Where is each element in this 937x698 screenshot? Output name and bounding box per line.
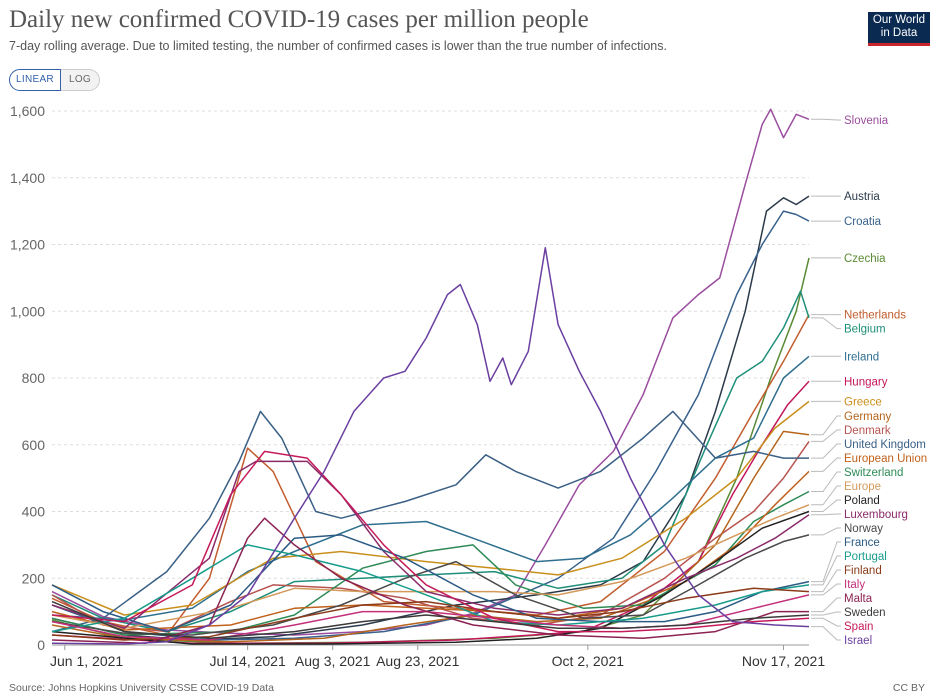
series-line-slovenia[interactable]: [51, 108, 810, 636]
label-connector: [811, 485, 841, 506]
label-connector: [811, 499, 841, 512]
series-label[interactable]: Germany: [844, 411, 892, 423]
series-label[interactable]: Luxembourg: [844, 509, 908, 521]
y-tick-label: 800: [22, 370, 46, 386]
y-tick-label: 1,000: [10, 303, 45, 319]
series-label[interactable]: Italy: [844, 579, 865, 591]
owid-logo[interactable]: Our World in Data: [868, 12, 930, 46]
series-label[interactable]: Europe: [844, 481, 881, 493]
series-label[interactable]: European Union: [844, 453, 927, 465]
y-tick-label: 400: [22, 504, 46, 520]
logo-line1: Our World: [872, 14, 926, 26]
series-line-italy[interactable]: [51, 594, 810, 641]
y-tick-label: 1,200: [10, 237, 45, 253]
chart-subtitle: 7-day rolling average. Due to limited te…: [9, 39, 667, 53]
series-label[interactable]: Switzerland: [844, 467, 903, 479]
label-connector: [811, 583, 841, 596]
series-label[interactable]: Hungary: [844, 376, 888, 388]
label-connector: [811, 597, 841, 613]
series-line-norway[interactable]: [51, 534, 810, 636]
license-link[interactable]: CC BY: [892, 682, 925, 694]
series-line-hungary[interactable]: [51, 380, 810, 645]
series-label[interactable]: Norway: [844, 523, 883, 535]
label-connector: [811, 415, 841, 436]
gridlines: [52, 110, 809, 646]
series-label[interactable]: Netherlands: [844, 310, 906, 322]
label-connector: [811, 569, 841, 593]
series-line-malta[interactable]: [51, 517, 809, 645]
series-label[interactable]: United Kingdom: [844, 439, 926, 451]
series-line-united-kingdom[interactable]: [51, 410, 809, 633]
x-tick-label: Aug 23, 2021: [376, 653, 460, 669]
logo-line2: in Data: [880, 27, 918, 39]
series-label[interactable]: Portugal: [844, 551, 887, 563]
series-label[interactable]: Ireland: [844, 351, 879, 363]
series-line-spain[interactable]: [51, 450, 810, 633]
x-tick-label: Aug 3, 2021: [295, 653, 371, 669]
series-lines: [51, 108, 810, 645]
series-label[interactable]: Denmark: [844, 425, 891, 437]
y-tick-label: 600: [22, 437, 46, 453]
x-tick-label: Jun 1, 2021: [50, 653, 123, 669]
series-labels: Slovenia Austria Croatia Czechia Netherlands…: [811, 115, 927, 647]
series-line-belgium[interactable]: [51, 290, 810, 633]
y-tick-label: 200: [22, 570, 46, 586]
log-scale-button[interactable]: LOG: [61, 69, 100, 91]
label-connector: [811, 118, 841, 121]
linear-scale-button[interactable]: LINEAR: [9, 69, 61, 91]
series-line-ireland[interactable]: [51, 355, 810, 621]
series-line-israel[interactable]: [51, 247, 810, 645]
label-connector: [811, 527, 841, 536]
y-tick-label: 1,400: [10, 170, 45, 186]
series-label[interactable]: Israel: [844, 635, 872, 647]
label-connector: [811, 555, 841, 586]
label-connector: [811, 626, 841, 641]
series-line-greece[interactable]: [51, 400, 810, 616]
series-label[interactable]: Slovenia: [844, 115, 889, 127]
label-connector: [811, 513, 841, 516]
series-label[interactable]: Malta: [844, 593, 873, 605]
series-label[interactable]: Poland: [844, 495, 880, 507]
series-line-poland[interactable]: [51, 510, 810, 645]
x-tick-label: Oct 2, 2021: [552, 653, 625, 669]
series-line-croatia[interactable]: [51, 210, 810, 641]
label-connector: [811, 471, 841, 492]
series-label[interactable]: Sweden: [844, 607, 886, 619]
label-connector: [811, 317, 841, 330]
series-line-luxembourg[interactable]: [51, 460, 810, 630]
series-line-austria[interactable]: [51, 195, 810, 641]
y-axis-ticks: 0 200 400 600 800 1,000 1,200 1,400 1,600: [10, 103, 45, 653]
label-connector: [811, 541, 841, 583]
source-note: Source: Johns Hopkins University CSSE CO…: [9, 682, 274, 694]
series-line-czechia[interactable]: [51, 257, 810, 645]
series-label[interactable]: Greece: [844, 396, 882, 408]
y-tick-label: 0: [37, 637, 45, 653]
series-label[interactable]: Spain: [844, 621, 873, 633]
label-connector: [811, 617, 841, 627]
label-connector: [811, 457, 841, 472]
series-label[interactable]: Austria: [844, 191, 880, 203]
x-axis-ticks: Jun 1, 2021 Jul 14, 2021 Aug 3, 2021 Aug 23…: [50, 645, 825, 669]
series-line-denmark[interactable]: [51, 440, 810, 633]
x-tick-label: Jul 14, 2021: [209, 653, 285, 669]
series-label[interactable]: Finland: [844, 565, 882, 577]
label-connector: [811, 429, 841, 442]
series-label[interactable]: France: [844, 537, 880, 549]
y-tick-label: 1,600: [10, 103, 45, 119]
series-line-portugal[interactable]: [51, 544, 810, 633]
series-label[interactable]: Czechia: [844, 253, 886, 265]
series-line-sweden[interactable]: [51, 600, 810, 640]
series-label[interactable]: Croatia: [844, 216, 882, 228]
label-connector: [811, 611, 841, 616]
page-title: Daily new confirmed COVID-19 cases per m…: [9, 6, 589, 33]
series-line-france[interactable]: [51, 534, 810, 633]
series-line-netherlands[interactable]: [51, 314, 810, 636]
x-tick-label: Nov 17, 2021: [742, 653, 825, 669]
series-line-germany[interactable]: [51, 430, 810, 643]
series-label[interactable]: Belgium: [844, 324, 886, 336]
label-connector: [811, 443, 841, 459]
